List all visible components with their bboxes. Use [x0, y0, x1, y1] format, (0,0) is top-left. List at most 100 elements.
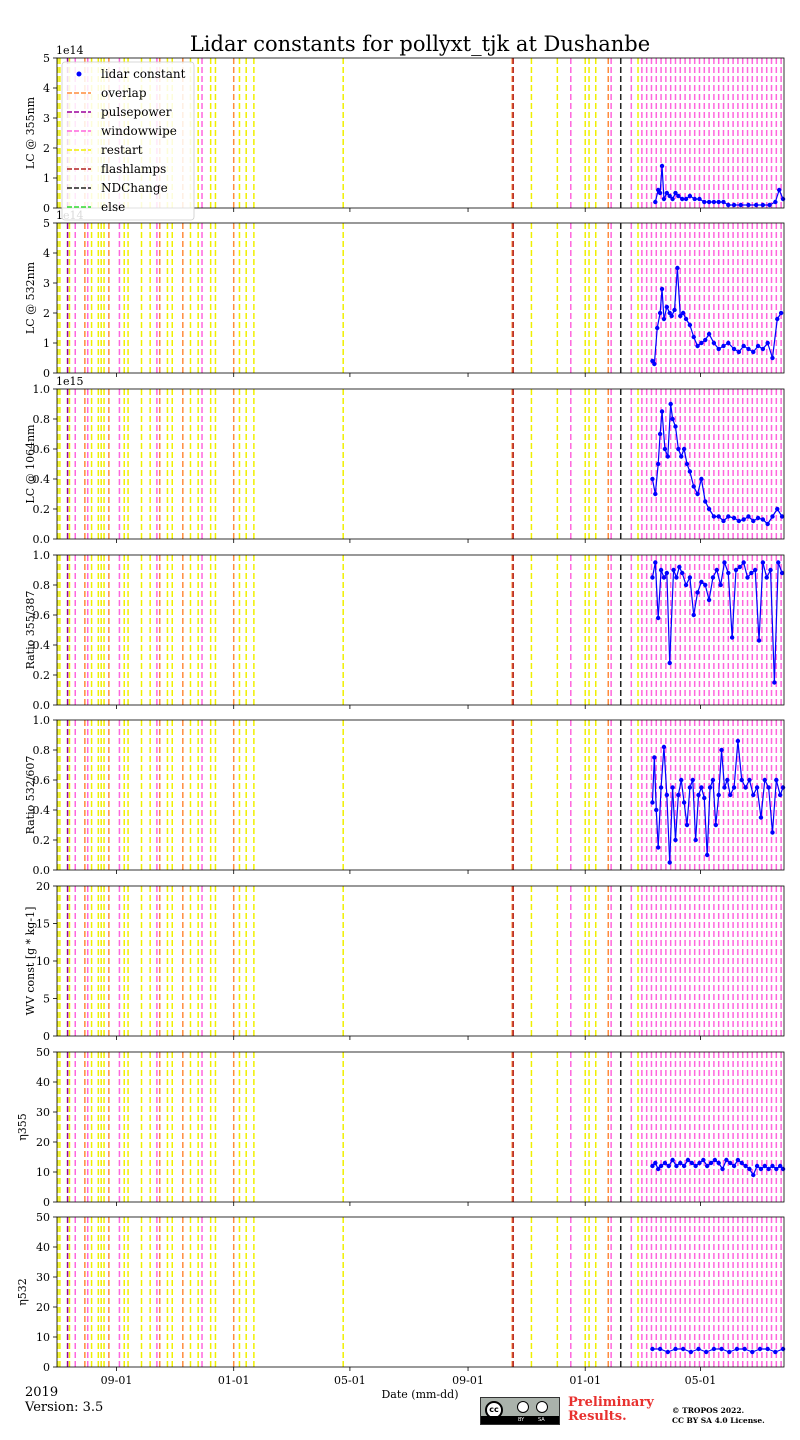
lidar-constant-segment — [768, 787, 774, 833]
y-tick-label: 2 — [43, 307, 50, 320]
panel-4: 0.0 0.2 0.4 0.6 0.8 1.0 Ratio 355/387 — [24, 549, 785, 712]
y-tick-label: 30 — [36, 1106, 50, 1119]
lidar-constant-segment — [764, 1165, 770, 1170]
lidar-constant-segment — [767, 1348, 776, 1353]
lidar-constant-segment — [661, 288, 665, 320]
panel-frame — [56, 1216, 785, 1368]
lidar-constant-segment — [762, 562, 768, 578]
legend-label: lidar constant — [101, 67, 186, 81]
copyright-note: © TROPOS 2022. CC BY SA 4.0 License. — [672, 1406, 765, 1426]
lidar-constant-segment — [748, 1168, 754, 1176]
lidar-constant-segment — [723, 779, 728, 788]
y-offset-label: 1e15 — [56, 375, 84, 388]
lidar-constant-segment — [697, 342, 702, 347]
lidar-constant-segment — [697, 581, 702, 593]
y-tick-label: 10 — [36, 955, 50, 968]
lidar-constant-segment — [706, 787, 711, 856]
lidar-constant-segment — [689, 324, 695, 338]
lidar-constant-segment — [723, 516, 729, 522]
y-axis-label: η532 — [16, 1278, 29, 1306]
lidar-constant-segment — [757, 345, 764, 350]
y-tick-label: 0.6 — [33, 609, 51, 622]
legend-entry: restart — [67, 143, 143, 157]
x-tick-label: 01-01 — [569, 1374, 601, 1387]
y-tick-label: 0.6 — [33, 443, 51, 456]
lidar-constant-segment — [756, 787, 762, 818]
y-tick-label: 4 — [43, 247, 50, 260]
y-tick-label: 20 — [36, 1301, 50, 1314]
legend-label: windowwipe — [101, 124, 177, 138]
lidar-constant-segment — [675, 192, 679, 197]
panel-frame — [56, 719, 785, 871]
lidar-constant-segment — [745, 779, 750, 788]
copyright-line-2: CC BY SA 4.0 License. — [672, 1416, 765, 1425]
y-tick-label: 1 — [43, 337, 50, 350]
lidar-constant-segment — [771, 318, 778, 359]
y-tick-label: 5 — [43, 993, 50, 1006]
lidar-constant-segment — [752, 345, 759, 353]
lidar-constant-segment — [701, 581, 706, 586]
lidar-constant-segment — [691, 1162, 697, 1167]
lidar-constant-segment — [654, 562, 659, 619]
lidar-constant-segment — [715, 794, 720, 826]
y-tick-label: 0 — [43, 202, 50, 215]
legend-entry: flashlamps — [67, 162, 166, 176]
y-tick-label: 0.8 — [33, 579, 51, 592]
y-tick-label: 20 — [36, 880, 50, 893]
lidar-constant-segment — [659, 411, 663, 435]
lidar-constant-segment — [718, 749, 723, 796]
panel-frame — [56, 222, 785, 374]
lidar-constant-segment — [672, 1159, 677, 1167]
y-tick-label: 30 — [36, 1271, 50, 1284]
preliminary-line-2: Results. — [568, 1409, 627, 1424]
lidar-constant-segment — [713, 342, 720, 350]
lidar-constant-segment — [767, 516, 773, 525]
lidar-constant-segment — [667, 1348, 676, 1353]
y-tick-label: 5 — [43, 52, 50, 65]
lidar-constant-segment — [673, 267, 678, 311]
lidar-constant-segment — [721, 1159, 727, 1170]
y-tick-label: 50 — [36, 1211, 50, 1224]
y-tick-label: 0.4 — [33, 473, 51, 486]
preliminary-line-1: Preliminary — [568, 1395, 654, 1410]
y-tick-label: 1.0 — [33, 549, 51, 562]
legend-label: restart — [101, 143, 143, 157]
lidar-constant-segment — [679, 312, 684, 317]
panel-7: 0 10 20 30 40 50 η355 — [16, 1046, 786, 1209]
lidar-constant-segment — [718, 345, 724, 350]
lidar-constant-segment — [695, 794, 700, 841]
lidar-constant-segment — [733, 348, 740, 353]
x-axis: 09-01 01-01 05-01 09-01 01-01 05-01 — [101, 1374, 717, 1387]
lidar-constant-segment — [738, 345, 745, 353]
y-axis-label: LC @ 532nm — [24, 261, 37, 334]
legend-box — [61, 61, 195, 221]
lidar-constant-segment — [683, 1159, 689, 1167]
lidar-constant-segment — [689, 577, 695, 616]
legend: lidar constant overlap pulsepower windowwip… — [61, 61, 195, 221]
lidar-constant-segment — [718, 516, 724, 522]
y-tick-label: 0 — [43, 1361, 50, 1374]
lidar-constant-segment — [718, 1162, 724, 1170]
y-axis-label: η355 — [16, 1113, 29, 1141]
lidar-constant-segment — [685, 577, 691, 586]
lidar-constant-segment — [655, 809, 659, 848]
lidar-constant-segment — [741, 779, 747, 788]
lidar-constant-segment — [729, 1162, 735, 1167]
copyright-line-1: © TROPOS 2022. — [672, 1406, 745, 1415]
y-tick-label: 50 — [36, 1046, 50, 1059]
lidar-constant-segment — [702, 1159, 708, 1167]
lidar-constant-segment — [739, 562, 745, 568]
x-tick-label: 09-01 — [452, 1374, 484, 1387]
lidar-constant-segment — [677, 448, 682, 457]
lidar-constant-segment — [656, 312, 661, 329]
lidar-constant-segment — [657, 569, 662, 619]
lidar-constant-segment — [682, 312, 687, 320]
lidar-constant-segment — [681, 572, 687, 586]
lidar-constant-segment — [720, 562, 726, 586]
lidar-constant-segment — [743, 515, 749, 521]
lidar-constant-segment — [767, 342, 774, 359]
lidar-constant-segment — [762, 519, 769, 525]
y-tick-label: 0 — [43, 1030, 50, 1043]
panel-frame — [56, 388, 785, 540]
